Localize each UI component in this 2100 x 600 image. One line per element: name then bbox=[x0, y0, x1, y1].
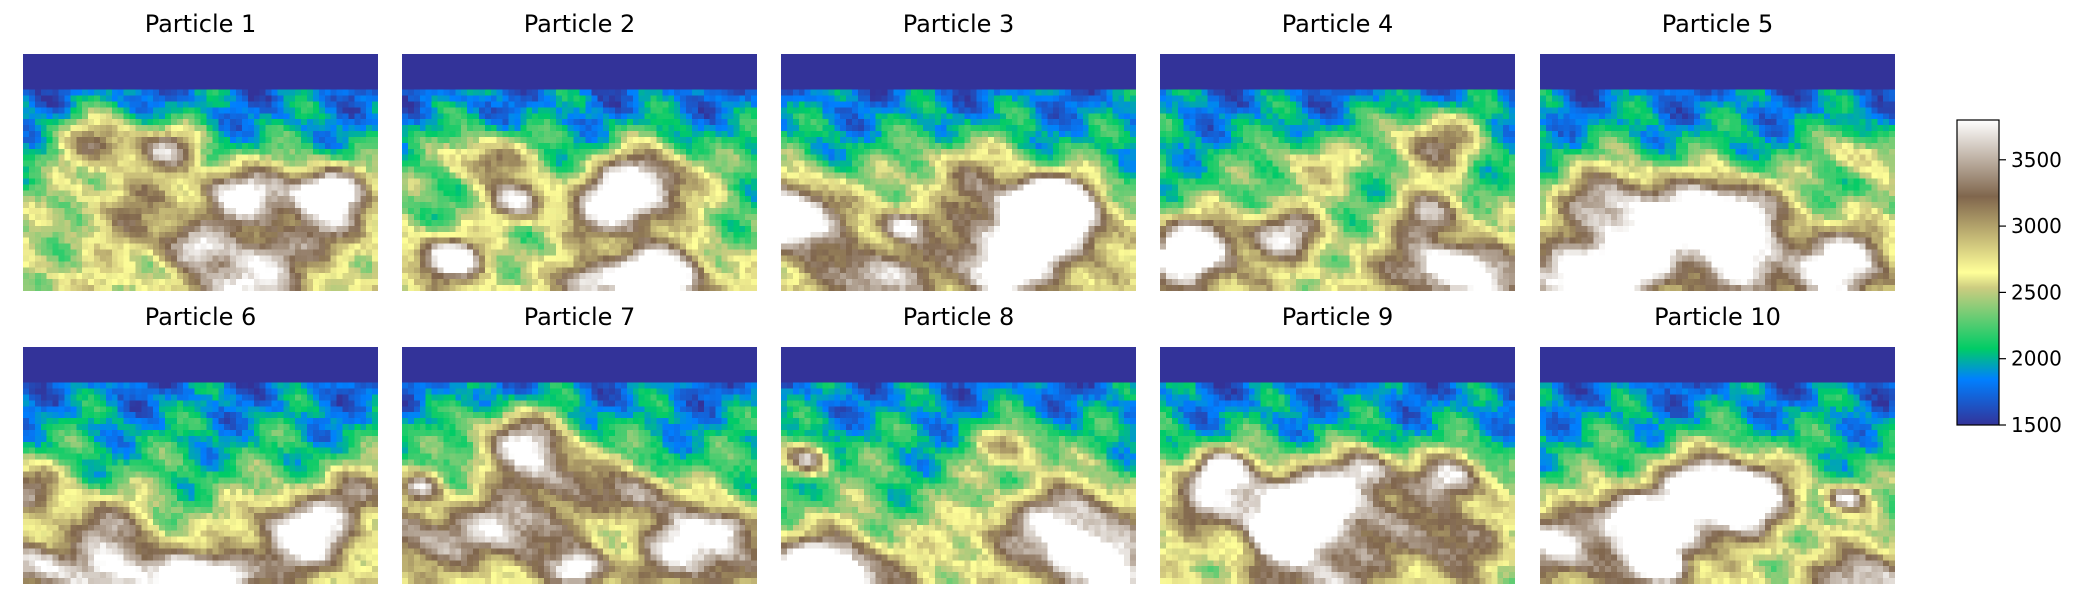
heatmap-image bbox=[781, 54, 1136, 291]
panel-title: Particle 3 bbox=[781, 10, 1136, 38]
heatmap-image bbox=[402, 54, 757, 291]
heatmap-image bbox=[23, 347, 378, 584]
colorbar-svg: 1500 2000 2500 3000 3500 bbox=[1956, 119, 2062, 437]
colorbar-tick-label: 2500 bbox=[2011, 280, 2062, 304]
panel-title: Particle 2 bbox=[402, 10, 757, 38]
panel-2: Particle 2 bbox=[402, 10, 757, 291]
colorbar-tick-label: 2000 bbox=[2011, 347, 2062, 371]
panel-7: Particle 7 bbox=[402, 303, 757, 584]
panel-title: Particle 10 bbox=[1540, 303, 1895, 331]
colorbar-tick-label: 1500 bbox=[2011, 413, 2062, 437]
heatmap-image bbox=[1540, 347, 1895, 584]
heatmap-image bbox=[23, 54, 378, 291]
panel-6: Particle 6 bbox=[23, 303, 378, 584]
panel-title: Particle 9 bbox=[1160, 303, 1515, 331]
heatmap-image bbox=[781, 347, 1136, 584]
panel-title: Particle 8 bbox=[781, 303, 1136, 331]
panel-5: Particle 5 bbox=[1540, 10, 1895, 291]
panel-title: Particle 7 bbox=[402, 303, 757, 331]
panel-title: Particle 1 bbox=[23, 10, 378, 38]
panel-title: Particle 4 bbox=[1160, 10, 1515, 38]
heatmap-image bbox=[1540, 54, 1895, 291]
panel-9: Particle 9 bbox=[1160, 303, 1515, 584]
heatmap-image bbox=[402, 347, 757, 584]
panel-10: Particle 10 bbox=[1540, 303, 1895, 584]
colorbar-tick-label: 3500 bbox=[2011, 148, 2062, 172]
panel-title: Particle 5 bbox=[1540, 10, 1895, 38]
panel-3: Particle 3 bbox=[781, 10, 1136, 291]
colorbar-gradient bbox=[1956, 119, 2000, 426]
panel-title: Particle 6 bbox=[23, 303, 378, 331]
panel-4: Particle 4 bbox=[1160, 10, 1515, 291]
heatmap-image bbox=[1160, 54, 1515, 291]
panel-1: Particle 1 bbox=[23, 10, 378, 291]
colorbar-tick-label: 3000 bbox=[2011, 214, 2062, 238]
heatmap-image bbox=[1160, 347, 1515, 584]
panel-8: Particle 8 bbox=[781, 303, 1136, 584]
colorbar: 1500 2000 2500 3000 3500 bbox=[1956, 119, 2062, 437]
